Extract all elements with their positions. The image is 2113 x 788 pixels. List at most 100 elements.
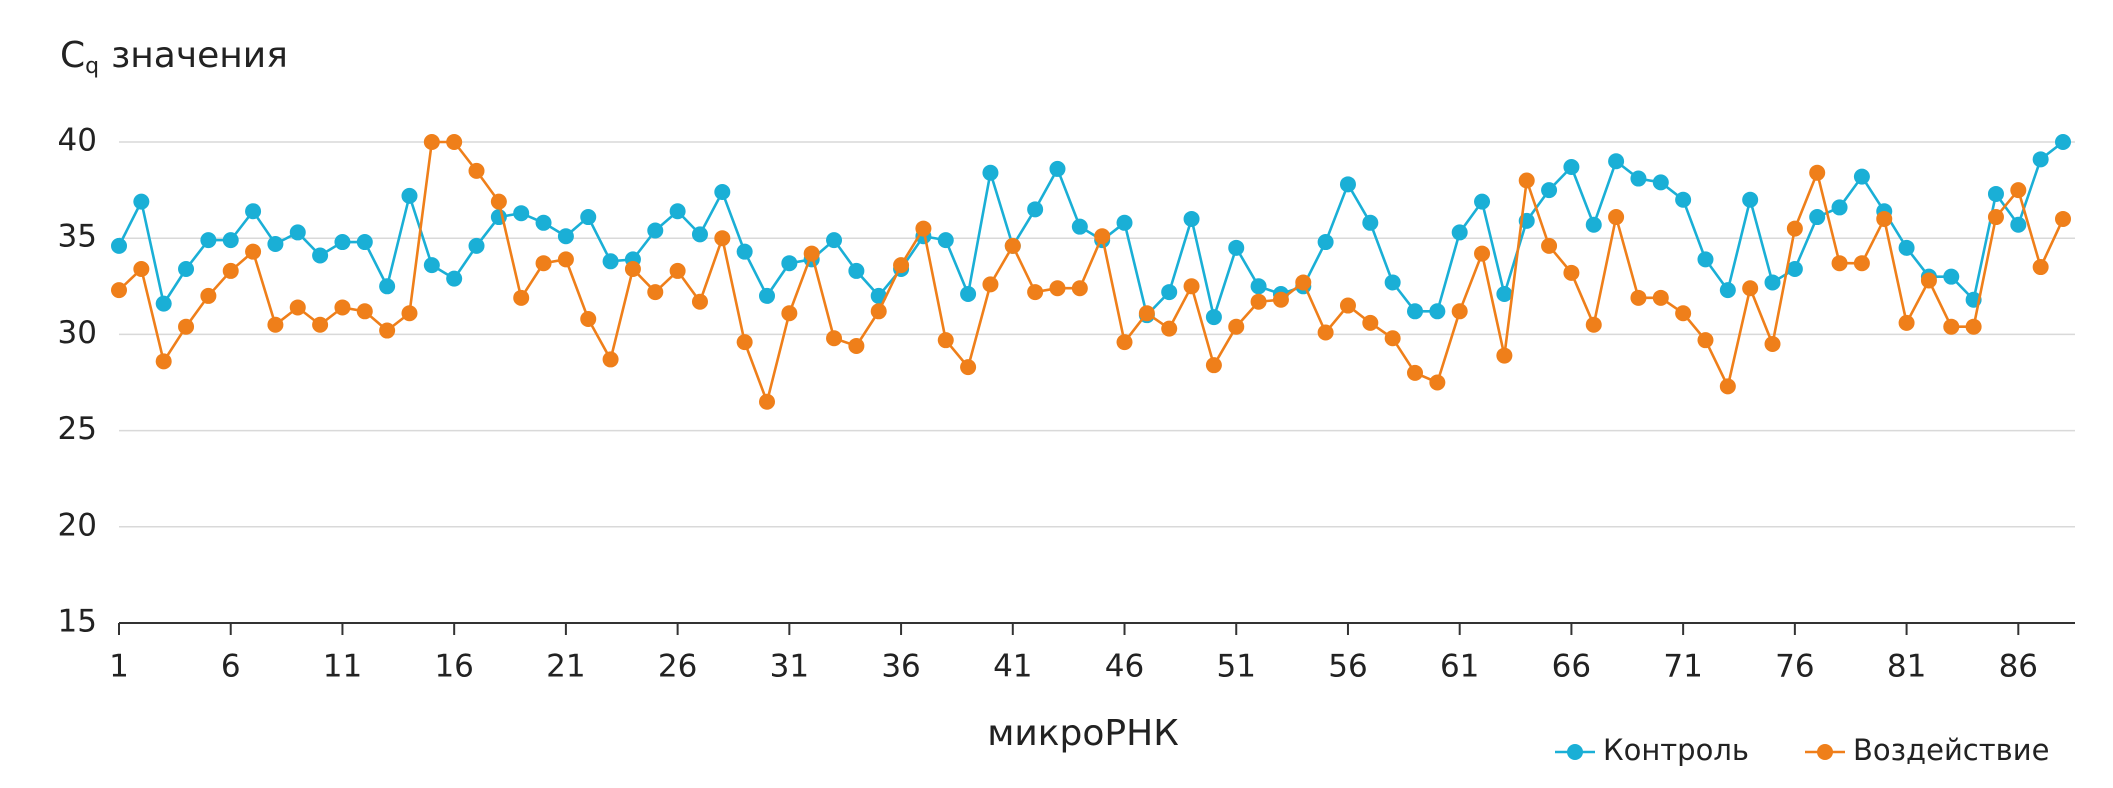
x-tick-label: 51 (1217, 649, 1256, 685)
data-point (848, 262, 865, 279)
data-point (1161, 284, 1178, 301)
y-tick-label: 20 (58, 507, 97, 543)
data-point (1630, 170, 1647, 187)
data-point (1339, 176, 1356, 193)
x-tick-label: 61 (1440, 649, 1479, 685)
data-point (1786, 260, 1803, 277)
data-point (1742, 280, 1759, 297)
data-point (133, 260, 150, 277)
x-tick-label: 71 (1663, 649, 1702, 685)
data-point (1250, 278, 1267, 295)
data-point (133, 193, 150, 210)
data-point (826, 232, 843, 249)
data-point (759, 393, 775, 410)
data-point (1496, 285, 1513, 302)
data-point (1764, 336, 1781, 353)
data-point (1608, 153, 1625, 170)
data-point (714, 230, 731, 247)
data-point (1183, 278, 1200, 295)
data-point (289, 299, 306, 316)
data-point (1384, 330, 1401, 347)
x-axis-label: микроРНК (987, 713, 1179, 754)
data-point (1987, 185, 2004, 202)
data-point (312, 316, 329, 333)
data-point (423, 257, 440, 274)
data-point (1362, 214, 1379, 231)
data-point (982, 276, 999, 293)
y-label-main: C (60, 35, 85, 76)
data-point (2010, 216, 2027, 233)
data-point (1004, 237, 1021, 254)
x-tick-label: 86 (1999, 649, 2038, 685)
data-point (1563, 159, 1580, 176)
y-tick-label: 35 (58, 219, 97, 255)
data-point (1675, 305, 1692, 322)
x-tick-label: 76 (1775, 649, 1814, 685)
data-point (1831, 255, 1848, 272)
data-point (535, 214, 552, 231)
data-point (535, 255, 552, 272)
x-tick-label: 56 (1328, 649, 1367, 685)
data-point (1317, 324, 1334, 341)
data-point (1943, 268, 1960, 285)
data-point (915, 220, 932, 237)
data-point (1384, 274, 1401, 291)
data-point (759, 287, 775, 304)
data-point (200, 287, 217, 304)
data-point (513, 205, 530, 222)
data-point (580, 209, 597, 226)
data-point (1071, 280, 1088, 297)
legend-marker (1817, 744, 1833, 760)
data-point (714, 184, 731, 201)
data-point (669, 203, 686, 220)
y-axis-label: Cq значения (60, 35, 288, 79)
data-point (155, 353, 172, 370)
data-point (1585, 216, 1602, 233)
x-tick-label: 41 (993, 649, 1032, 685)
data-point (1474, 245, 1491, 262)
data-point (1719, 282, 1736, 299)
data-point (602, 351, 619, 368)
data-point (2010, 182, 2027, 199)
data-point (2055, 134, 2071, 150)
data-point (602, 253, 619, 270)
data-point (669, 262, 686, 279)
data-point (222, 262, 239, 279)
data-point (1272, 291, 1289, 308)
x-tick-label: 16 (434, 649, 473, 685)
y-tick-label: 25 (58, 411, 97, 447)
data-point (691, 293, 708, 310)
data-point (2032, 259, 2049, 276)
series-line (118, 140, 2065, 407)
x-tick-label: 81 (1887, 649, 1926, 685)
data-point (490, 193, 507, 210)
data-point (1116, 334, 1133, 351)
data-point (178, 318, 195, 335)
series-line (117, 140, 2064, 322)
data-point (155, 295, 172, 312)
data-point (1742, 191, 1759, 208)
x-tick-label: 46 (1105, 649, 1144, 685)
x-tick-label: 21 (546, 649, 585, 685)
data-point (870, 287, 887, 304)
data-point (2055, 210, 2071, 227)
data-point (1228, 239, 1245, 256)
data-point (245, 203, 262, 220)
data-point (1407, 303, 1423, 320)
x-tick-label: 31 (770, 649, 809, 685)
data-point (111, 282, 127, 299)
x-tick-label: 11 (323, 649, 362, 685)
data-point (1563, 264, 1580, 281)
data-point (1898, 314, 1915, 331)
data-point (1541, 182, 1558, 199)
data-point (1205, 309, 1222, 326)
data-point (1250, 293, 1267, 310)
y-tick-label: 15 (58, 604, 97, 640)
data-point (267, 316, 284, 333)
data-point (1407, 364, 1423, 381)
data-point (267, 235, 284, 252)
data-point (334, 299, 351, 316)
data-point (1027, 201, 1044, 218)
data-point (446, 134, 463, 150)
data-point (1853, 168, 1870, 185)
